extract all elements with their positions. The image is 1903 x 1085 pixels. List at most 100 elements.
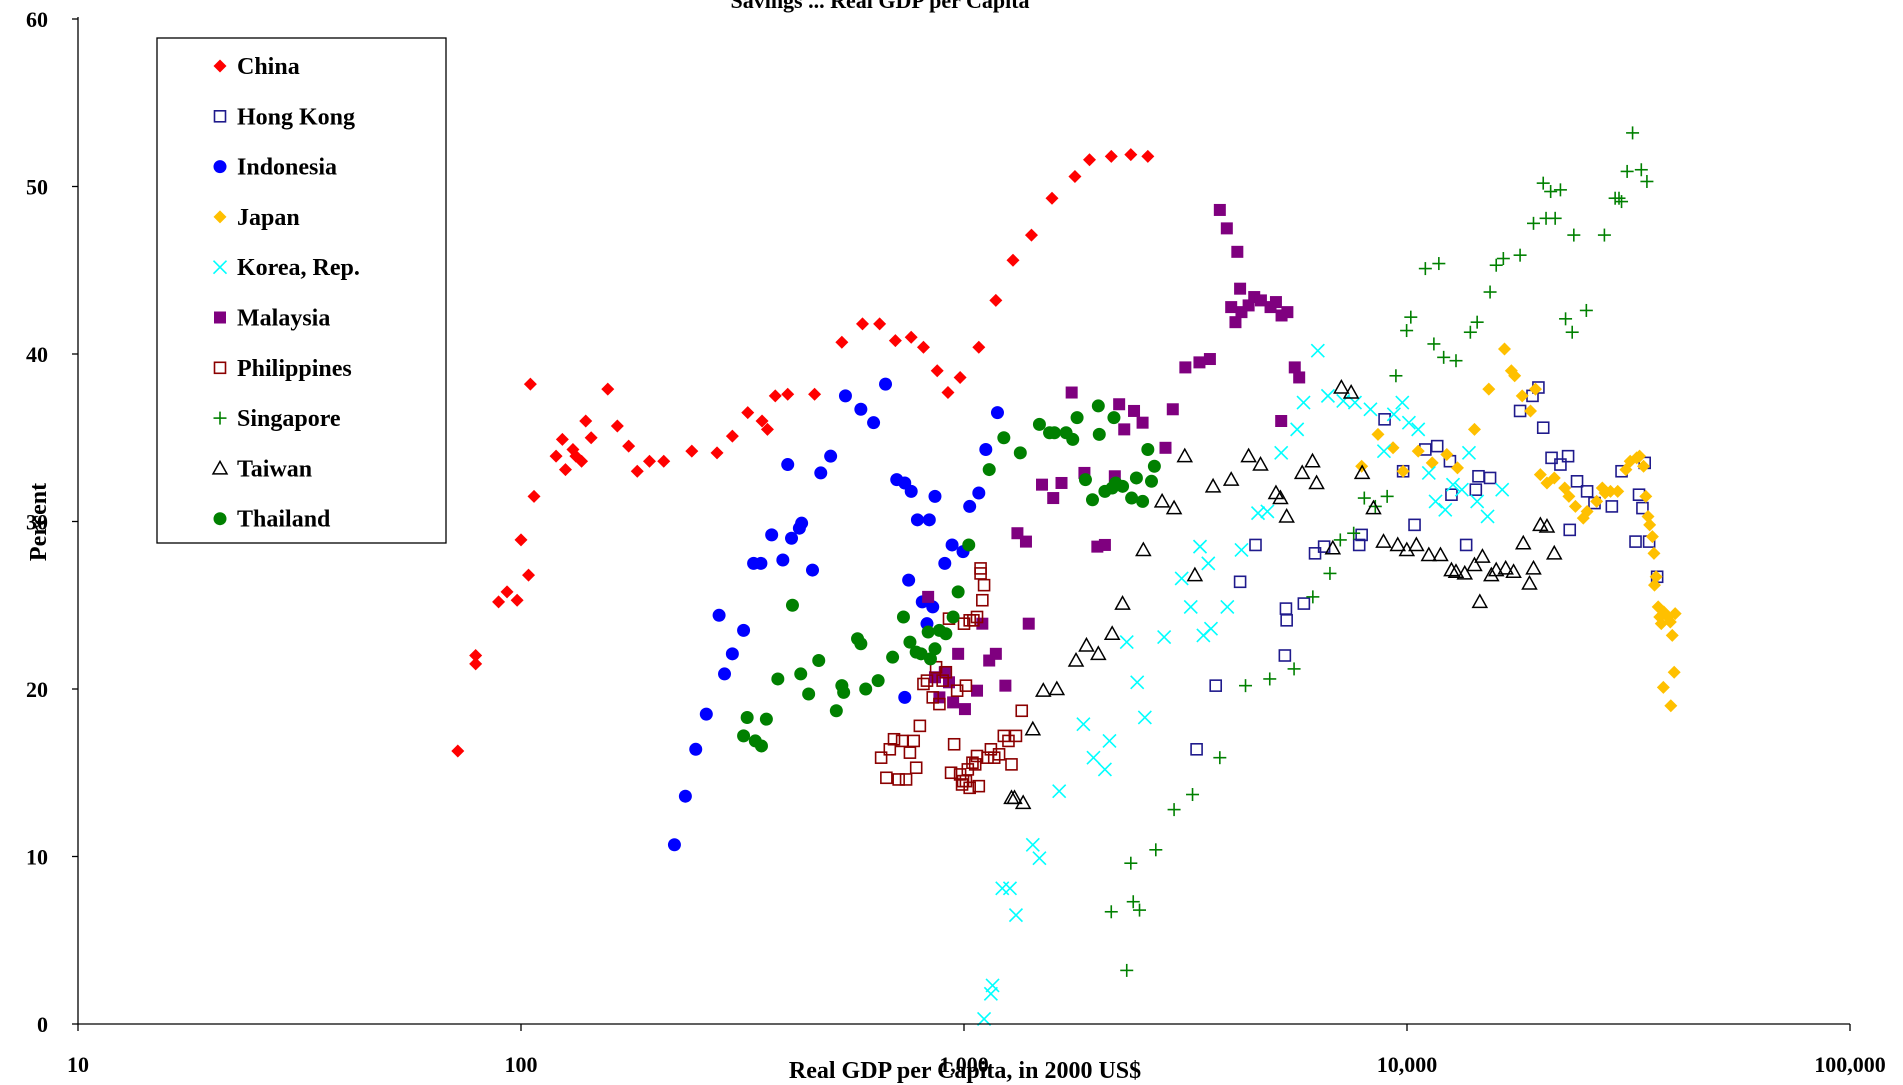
data-point-thailand <box>1129 471 1143 485</box>
data-point-philippines <box>874 751 888 764</box>
data-point-china <box>584 431 598 445</box>
y-tick-label: 50 <box>26 175 48 200</box>
data-point-taiwan <box>1272 489 1289 505</box>
data-point-singapore <box>1496 252 1510 266</box>
data-point-malaysia <box>989 647 1002 660</box>
data-point-indonesia <box>910 513 924 527</box>
data-point-hong-kong <box>1580 485 1594 498</box>
data-point-korea-rep <box>1086 750 1101 765</box>
series-indonesia <box>667 377 1004 852</box>
data-point-philippines <box>1015 704 1029 718</box>
data-point-japan <box>1656 680 1670 694</box>
data-point-indonesia <box>699 707 713 721</box>
data-point-malaysia <box>1019 535 1032 548</box>
data-point-hong-kong <box>1297 597 1311 610</box>
data-point-korea-rep <box>1376 444 1391 459</box>
data-point-philippines <box>976 593 989 607</box>
data-point-singapore <box>1544 185 1558 199</box>
data-point-hong-kong <box>1536 421 1550 435</box>
data-point-hong-kong <box>1472 469 1485 483</box>
legend-item-philippines: Philippines <box>213 356 352 382</box>
x-tick-label: 10,000 <box>1377 1052 1438 1077</box>
data-point-indonesia <box>776 553 790 567</box>
y-tick-label: 40 <box>26 342 48 367</box>
data-point-korea-rep <box>1395 395 1410 410</box>
data-point-taiwan <box>1474 548 1491 563</box>
data-point-japan <box>1498 342 1512 356</box>
data-point-thailand <box>1141 442 1155 456</box>
data-point-hong-kong <box>1352 538 1366 552</box>
data-point-china <box>808 387 822 401</box>
data-point-taiwan <box>1353 464 1371 480</box>
data-point-taiwan <box>1293 464 1311 480</box>
data-point-taiwan <box>1165 499 1183 515</box>
data-point-hong-kong <box>1279 602 1293 615</box>
data-point-hong-kong <box>1636 501 1649 515</box>
data-point-thailand <box>962 538 976 552</box>
data-point-philippines <box>981 751 994 764</box>
data-point-malaysia <box>1288 361 1301 374</box>
data-point-philippines <box>899 773 913 786</box>
data-point-thailand <box>1136 494 1150 508</box>
data-point-thailand <box>982 463 996 477</box>
data-point-philippines <box>892 773 905 786</box>
data-point-japan <box>1665 628 1679 642</box>
x-tick-label: 100,000 <box>1814 1052 1886 1077</box>
data-point-hong-kong <box>1249 538 1262 552</box>
data-point-thailand <box>923 652 937 666</box>
data-point-china <box>855 317 869 331</box>
legend-label: Hong Kong <box>237 104 355 130</box>
data-point-korea-rep <box>1363 402 1378 417</box>
data-point-korea-rep <box>977 1011 992 1027</box>
data-point-philippines <box>959 679 973 692</box>
data-point-china <box>555 432 569 446</box>
data-point-malaysia <box>1220 222 1233 235</box>
data-point-thailand <box>939 627 953 641</box>
data-point-china <box>835 335 849 349</box>
data-point-singapore <box>1333 533 1347 547</box>
data-point-taiwan <box>1471 593 1489 609</box>
data-point-malaysia <box>1113 398 1126 411</box>
data-point-singapore <box>1149 843 1163 857</box>
data-point-korea-rep <box>1310 343 1325 358</box>
data-point-thailand <box>886 650 900 664</box>
legend-label: Korea, Rep. <box>237 255 360 281</box>
data-point-malaysia <box>947 696 960 709</box>
data-point-malaysia <box>1254 294 1267 307</box>
data-point-korea-rep <box>1192 539 1208 554</box>
data-point-thailand <box>1116 479 1130 493</box>
data-point-thailand <box>1013 446 1027 460</box>
legend-marker-china <box>213 59 227 73</box>
data-point-china <box>514 533 528 547</box>
data-point-hong-kong <box>1459 538 1473 552</box>
data-point-malaysia <box>958 703 971 716</box>
data-point-china <box>741 406 755 420</box>
data-point-korea-rep <box>1183 599 1198 614</box>
data-point-singapore <box>1126 895 1140 909</box>
data-point-indonesia <box>718 667 732 681</box>
data-point-malaysia <box>1065 386 1078 399</box>
data-point-singapore <box>1306 590 1320 604</box>
data-point-malaysia <box>1055 476 1068 489</box>
data-point-korea-rep <box>983 986 998 1001</box>
data-point-singapore <box>1357 491 1371 505</box>
data-point-indonesia <box>765 528 779 542</box>
data-point-korea-rep <box>1470 494 1485 509</box>
data-point-taiwan <box>1308 474 1325 490</box>
data-point-indonesia <box>785 531 799 545</box>
data-point-japan <box>1528 382 1542 396</box>
data-point-singapore <box>1427 337 1441 351</box>
data-point-taiwan <box>1447 563 1465 578</box>
data-point-philippines <box>926 691 940 704</box>
chart-title: Savings ... Real GDP per Capita <box>730 0 1029 13</box>
data-point-japan <box>1508 369 1522 383</box>
data-point-korea-rep <box>1480 509 1495 524</box>
data-point-korea-rep <box>1401 415 1416 430</box>
data-point-malaysia <box>1229 316 1242 329</box>
data-point-thailand <box>871 674 885 688</box>
data-point-taiwan <box>1252 456 1269 471</box>
data-point-hong-kong <box>1570 474 1584 488</box>
data-point-indonesia <box>898 690 912 704</box>
data-point-japan <box>1396 464 1410 478</box>
data-point-korea-rep <box>1052 784 1067 799</box>
